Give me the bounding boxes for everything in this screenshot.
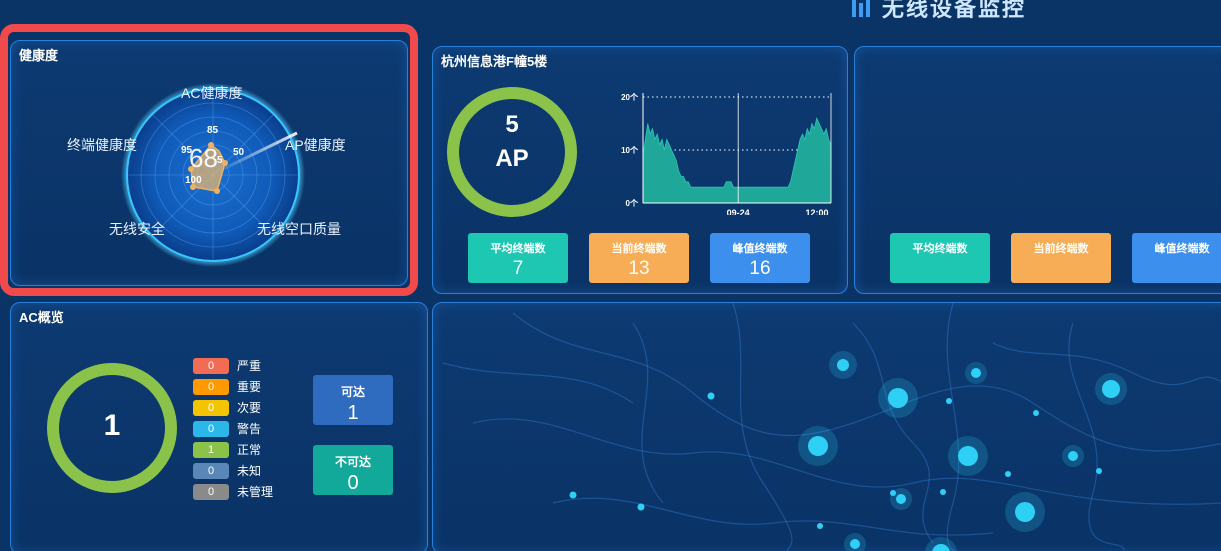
y-tick-label: 0个 (626, 198, 639, 208)
unreachable-label: 不可达 (334, 455, 371, 469)
peak-terminal-label: 峰值终端数 (732, 243, 788, 255)
health-panel: 健康度 (10, 40, 408, 286)
current-terminal-box-2: 当前终端数 (1011, 233, 1111, 283)
ac-panel-title: AC概览 (19, 310, 64, 325)
current-terminal-label-2: 当前终端数 (1033, 243, 1089, 255)
avg-terminal-box-2: 平均终端数 (890, 233, 990, 283)
avg-terminal-label-2: 平均终端数 (912, 243, 968, 255)
series-area (642, 116, 832, 204)
ac-total: 1 (103, 409, 121, 442)
current-terminal-label: 当前终端数 (611, 243, 667, 255)
axis-label-security: 无线安全 (109, 221, 165, 237)
avg-terminal-box: 平均终端数 7 (468, 233, 568, 283)
legend-label: 警告 (237, 422, 262, 436)
map-canvas (442, 303, 1221, 551)
legend-row: 0 重要 (193, 378, 261, 395)
unreachable-box[interactable]: 不可达 0 (313, 445, 393, 495)
current-terminal-value: 13 (628, 258, 650, 279)
reachable-label: 可达 (340, 385, 365, 399)
axis-label-ap: AP健康度 (285, 137, 346, 153)
avg-terminal-value: 7 (512, 258, 524, 279)
avg-terminal-label: 平均终端数 (490, 243, 546, 255)
app-title-text: 无线设备监控 (882, 0, 1027, 21)
axis-label-air-quality: 无线空口质量 (257, 221, 341, 237)
terminal-chart: 0个 10个 20个 09-24 12:00 (621, 92, 832, 215)
ring-tick-100: 100 (185, 175, 202, 186)
map-panel (432, 302, 1221, 551)
legend-label: 正常 (237, 443, 262, 457)
current-terminal-box: 当前终端数 13 (589, 233, 689, 283)
legend-label: 次要 (237, 401, 262, 415)
legend-row: 1 正常 (193, 441, 261, 458)
legend-label: 严重 (237, 359, 262, 373)
reachable-value: 1 (347, 402, 359, 424)
logo-icon (852, 0, 876, 17)
legend-label: 重要 (237, 380, 262, 394)
unreachable-value: 0 (347, 472, 359, 494)
x-tick-label: 09-24 (727, 208, 750, 215)
legend-count-badge: 0 (193, 399, 229, 416)
axis-label-terminal: 终端健康度 (67, 137, 137, 153)
app-title: 无线设备监控 (852, 0, 1027, 21)
legend-count-badge: 0 (193, 357, 229, 374)
health-score: 68 (189, 143, 218, 173)
legend-label: 未管理 (237, 485, 274, 499)
ring-tick-85: 85 (207, 125, 219, 136)
ring-tick-95: 95 (181, 145, 193, 156)
peak-terminal-box-2: 峰值终端数 (1132, 233, 1221, 283)
legend-count-badge: 1 (193, 441, 229, 458)
legend-row: 0 未知 (193, 462, 261, 479)
reachable-box[interactable]: 可达 1 (313, 375, 393, 425)
legend-count-badge: 0 (193, 420, 229, 437)
ap-unit: AP (495, 145, 529, 172)
legend-count-badge: 0 (193, 462, 229, 479)
peak-terminal-box: 峰值终端数 16 (710, 233, 810, 283)
peak-terminal-value: 16 (749, 258, 771, 279)
peak-terminal-label-2: 峰值终端数 (1154, 243, 1210, 255)
y-tick-label: 10个 (621, 145, 639, 155)
x-tick-label: 12:00 (805, 208, 828, 215)
legend-label: 未知 (237, 464, 262, 478)
health-radar (121, 83, 305, 267)
ac-overview-panel: AC概览 1 0 严重 0 重要 0 次要 0 警告 1 正常 0 未知 0 未管理 可达 1 不可达 0 (10, 302, 428, 551)
ac-ring (47, 363, 177, 493)
ring-tick-5: 5 (217, 155, 223, 166)
legend-count-badge: 0 (193, 378, 229, 395)
legend-row: 0 次要 (193, 399, 261, 416)
legend-row: 0 警告 (193, 420, 261, 437)
ring-tick-50: 50 (233, 147, 245, 158)
legend-count-badge: 0 (193, 483, 229, 500)
legend-row: 0 未管理 (193, 483, 273, 500)
building-panel: 杭州信息港F幢5楼 5 AP 0个 10个 20个 09-24 12:00 平均终端数 … (432, 46, 848, 294)
ap-count: 5 (505, 111, 519, 138)
health-panel-title: 健康度 (19, 48, 59, 63)
y-tick-label: 20个 (621, 92, 639, 102)
building-panel-title: 杭州信息港F幢5楼 (441, 54, 548, 69)
axis-label-ac: AC健康度 (181, 85, 243, 101)
second-building-panel: 平均终端数 当前终端数 峰值终端数 (854, 46, 1221, 294)
legend-row: 0 严重 (193, 357, 261, 374)
ap-ring (447, 87, 577, 217)
